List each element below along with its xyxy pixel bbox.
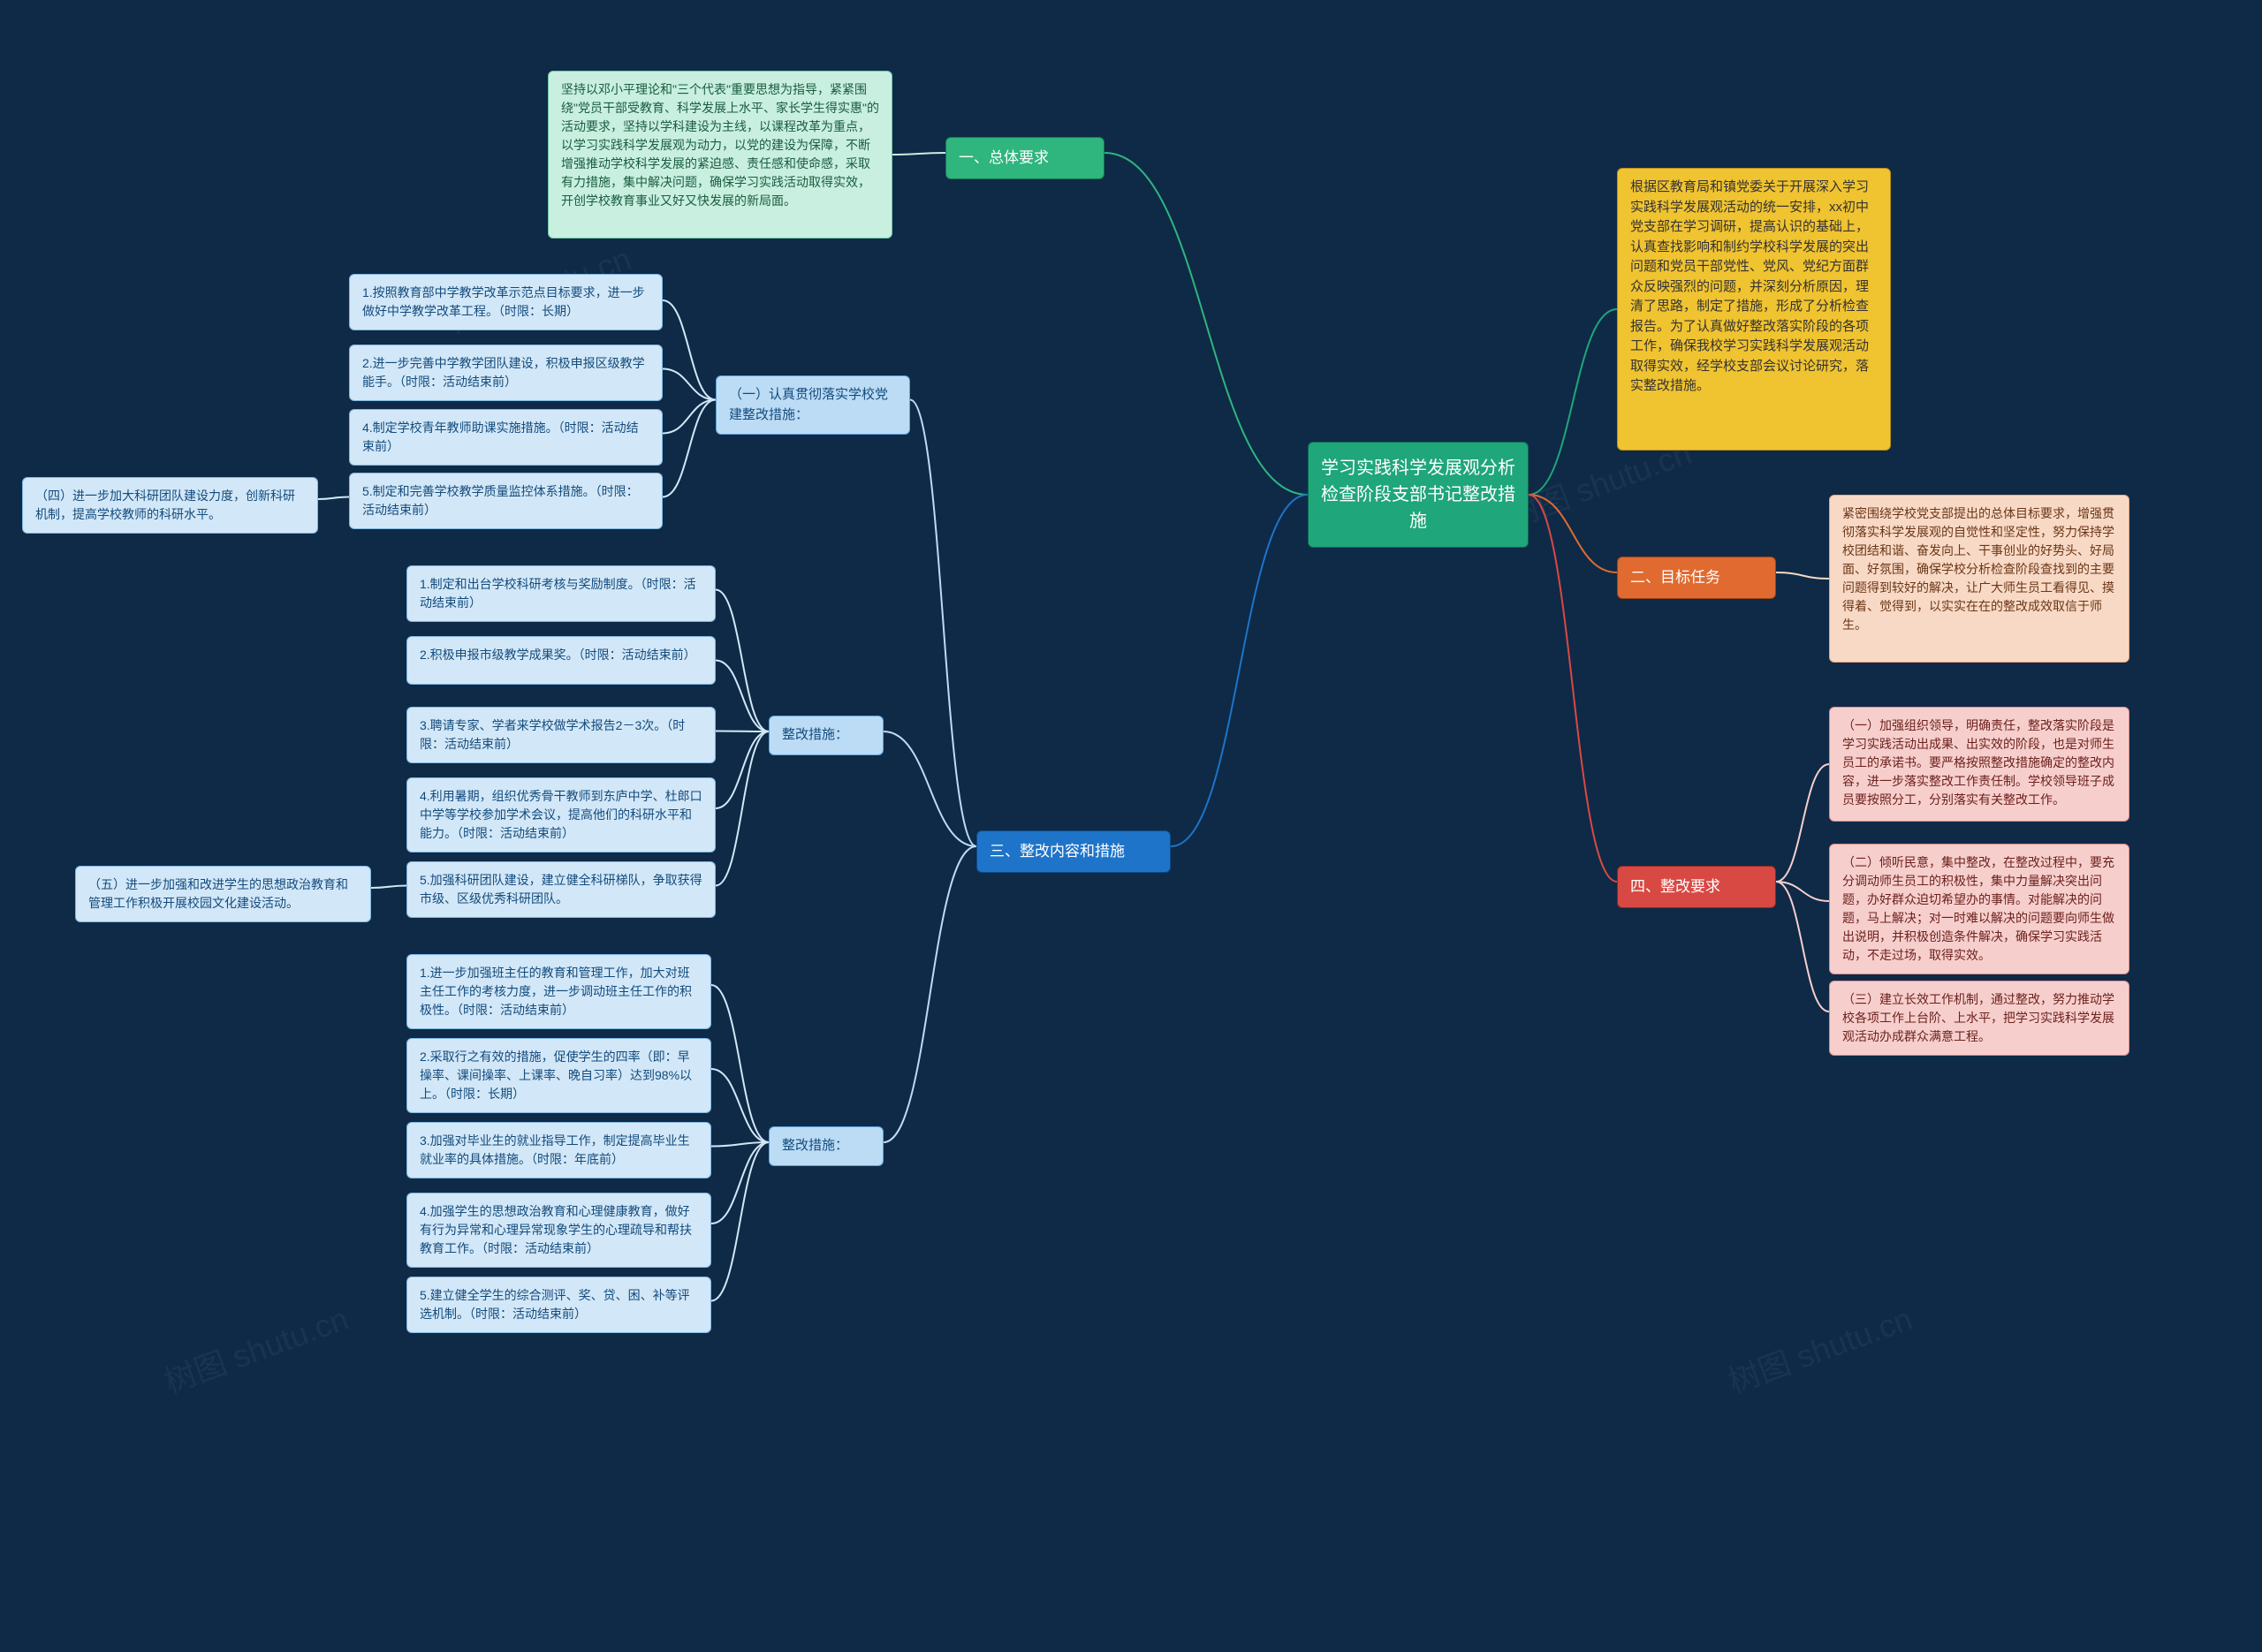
connector	[1776, 572, 1829, 579]
connector	[910, 400, 976, 847]
connector	[884, 846, 976, 1142]
node-s4_3: （三）建立长效工作机制，通过整改，努力推动学校各项工作上台阶、上水平，把学习实践…	[1829, 981, 2129, 1056]
node-s3_b1: 1.制定和出台学校科研考核与奖励制度。（时限：活动结束前）	[406, 565, 716, 622]
connector	[663, 400, 716, 497]
node-center: 学习实践科学发展观分析检查阶段支部书记整改措施	[1308, 442, 1529, 548]
node-s4_1: （一）加强组织领导，明确责任，整改落实阶段是学习实践活动出成果、出实效的阶段，也…	[1829, 707, 2129, 822]
watermark: 树图 shutu.cn	[1721, 1293, 1918, 1402]
node-s3_b5: 5.加强科研团队建设，建立健全科研梯队，争取获得市级、区级优秀科研团队。	[406, 861, 716, 918]
connector	[1529, 495, 1617, 882]
node-s3_a1: 1.按照教育部中学教学改革示范点目标要求，进一步做好中学教学改革工程。（时限：长…	[349, 274, 663, 330]
node-s1_body: 坚持以邓小平理论和"三个代表"重要思想为指导，紧紧围绕"党员干部受教育、科学发展…	[548, 71, 892, 239]
node-s3_c3: 3.加强对毕业生的就业指导工作，制定提高毕业生就业率的具体措施。（时限：年底前）	[406, 1122, 711, 1178]
connector	[711, 1142, 769, 1301]
node-s3_c5: 5.建立健全学生的综合测评、奖、贷、困、补等评选机制。（时限：活动结束前）	[406, 1277, 711, 1333]
connector	[716, 731, 769, 732]
node-s3_b_left: （五）进一步加强和改进学生的思想政治教育和管理工作积极开展校园文化建设活动。	[75, 866, 371, 922]
node-s3_c4: 4.加强学生的思想政治教育和心理健康教育，做好有行为异常和心理异常现象学生的心理…	[406, 1193, 711, 1268]
node-s3_a: （一）认真贯彻落实学校党建整改措施：	[716, 375, 910, 435]
connector	[716, 731, 769, 808]
connector	[892, 153, 945, 155]
node-s3_a3: 4.制定学校青年教师助课实施措施。（时限：活动结束前）	[349, 409, 663, 466]
connector	[716, 731, 769, 886]
connector	[1171, 495, 1308, 846]
node-s2_body: 紧密围绕学校党支部提出的总体目标要求，增强贯彻落实科学发展观的自觉性和坚定性，努…	[1829, 495, 2129, 663]
node-s3_b4: 4.利用暑期，组织优秀骨干教师到东庐中学、杜郎口中学等学校参加学术会议，提高他们…	[406, 777, 716, 853]
watermark: 树图 shutu.cn	[157, 1293, 354, 1402]
connector	[1529, 309, 1617, 495]
connector	[1529, 495, 1617, 572]
connector-layer	[0, 0, 2262, 1652]
node-s3_b: 整改措施：	[769, 716, 884, 755]
connector	[884, 731, 976, 846]
node-s3: 三、整改内容和措施	[976, 830, 1171, 873]
node-s3_b3: 3.聘请专家、学者来学校做学术报告2－3次。（时限：活动结束前）	[406, 707, 716, 763]
node-s3_a4: 5.制定和完善学校教学质量监控体系措施。（时限：活动结束前）	[349, 473, 663, 529]
connector	[663, 369, 716, 400]
connector	[716, 661, 769, 732]
connector	[1776, 882, 1829, 901]
node-s3_a2: 2.进一步完善中学教学团队建设，积极申报区级教学能手。（时限：活动结束前）	[349, 345, 663, 401]
node-s1: 一、总体要求	[945, 137, 1104, 179]
connector	[318, 497, 349, 500]
connector	[711, 1069, 769, 1142]
connector	[716, 590, 769, 732]
connector	[711, 1142, 769, 1147]
connector	[1104, 153, 1308, 495]
connector	[711, 985, 769, 1142]
connector	[371, 886, 406, 889]
node-s3_a_left: （四）进一步加大科研团队建设力度，创新科研机制，提高学校教师的科研水平。	[22, 477, 318, 534]
node-s3_c1: 1.进一步加强班主任的教育和管理工作，加大对班主任工作的考核力度，进一步调动班主…	[406, 954, 711, 1029]
node-s4_2: （二）倾听民意，集中整改，在整改过程中，要充分调动师生员工的积极性，集中力量解决…	[1829, 844, 2129, 974]
node-s2: 二、目标任务	[1617, 557, 1776, 599]
node-intro: 根据区教育局和镇党委关于开展深入学习实践科学发展观活动的统一安排，xx初中党支部…	[1617, 168, 1891, 451]
connector	[663, 300, 716, 400]
node-s3_b2: 2.积极申报市级教学成果奖。（时限：活动结束前）	[406, 636, 716, 685]
node-s3_c: 整改措施：	[769, 1126, 884, 1166]
node-s4: 四、整改要求	[1617, 866, 1776, 908]
connector	[663, 400, 716, 434]
connector	[1776, 764, 1829, 882]
node-s3_c2: 2.采取行之有效的措施，促使学生的四率（即：早操率、课间操率、上课率、晚自习率）…	[406, 1038, 711, 1113]
connector	[711, 1142, 769, 1224]
connector	[1776, 882, 1829, 1012]
